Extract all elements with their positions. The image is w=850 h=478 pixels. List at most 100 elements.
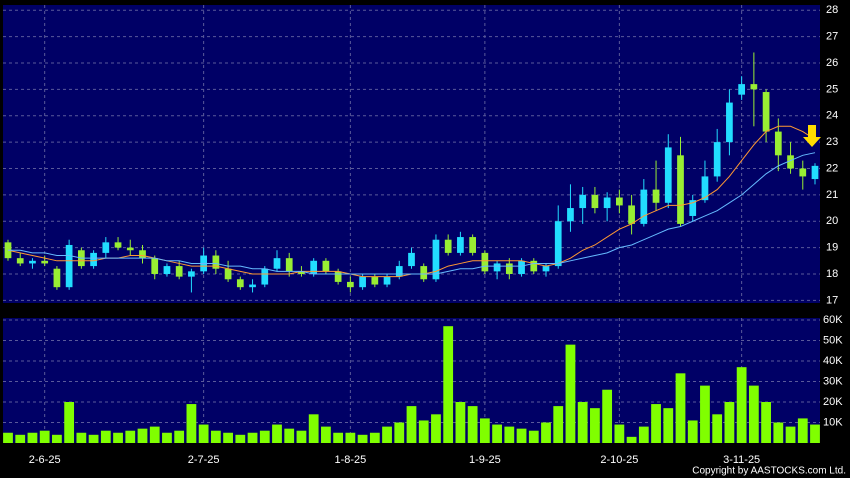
candle-body [420,266,428,280]
volume-bar [333,432,344,443]
candle-body [432,239,440,280]
volume-bar [479,418,490,443]
volume-bar [296,430,307,443]
volume-bar [504,426,515,443]
volume-bar [27,432,38,443]
volume-bar [614,424,625,443]
candle-body [334,271,342,282]
candle-body [16,258,24,264]
candle-body [29,260,36,264]
volume-bar [467,406,478,443]
volume-bar [785,426,796,443]
volume-bar [700,385,710,443]
candle-body [640,189,648,224]
volume-bar [223,432,233,443]
volume-bar [626,436,637,443]
volume-bar [198,424,209,443]
x-tick-label: 3-11-25 [723,454,760,466]
volume-bar [748,385,759,443]
volume-bar [284,428,295,443]
candle-body [126,247,134,251]
x-tick-label: 2-10-25 [600,454,638,466]
volume-bar [651,404,661,443]
volume-bar [418,420,429,443]
candle-body [652,189,660,203]
candle-body [591,194,599,209]
candle-body [53,268,61,288]
volume-bar [675,373,686,443]
y-tick-label: 27 [826,31,838,43]
y-tick-label: 50K [823,334,843,346]
volume-bar [76,432,87,443]
candle-body [310,260,318,274]
candle-body [762,92,770,132]
volume-bar [443,326,454,443]
candle-body [224,268,232,280]
candle-body [41,260,49,264]
y-tick-label: 19 [826,242,838,254]
y-tick-label: 10K [823,416,843,428]
volume-bar [761,402,771,443]
candle-body [322,260,330,272]
volume-bar [162,432,172,443]
x-tick-label: 1-9-25 [469,454,501,466]
candle-body [114,242,122,248]
candle-body [175,266,183,277]
y-tick-label: 17 [826,294,838,306]
candle-body [505,263,513,274]
candle-body [811,165,819,180]
candle-body [713,142,721,177]
candle-body [750,84,758,90]
volume-bar [724,402,735,443]
copyright: Copyright by AASTOCKS.com Ltd. [692,466,846,477]
candle-body [616,197,623,206]
volume-bar [590,408,600,443]
candle-body [787,155,794,169]
volume-bar [64,402,75,443]
volume-bar [663,408,674,443]
candle-body [298,271,305,274]
volume-bar [553,406,564,443]
volume-bar [455,402,466,443]
candle-body [481,252,489,272]
volume-bar [125,430,136,443]
candle-body [236,279,244,288]
candle-body [359,276,366,288]
x-tick-label: 2-6-25 [29,454,61,466]
candle-body [664,147,672,203]
candle-body [188,271,195,277]
volume-bar [100,430,111,443]
candle-body [65,244,73,288]
volume-bar [431,414,441,443]
volume-bar [382,426,392,443]
volume-bar [174,430,185,443]
candle-body [163,266,171,274]
candle-body [408,252,415,267]
volume-bar [357,434,368,443]
volume-bar [492,424,502,443]
y-tick-label: 60K [823,314,843,326]
y-tick-label: 20K [823,396,843,408]
volume-bar [797,418,808,443]
volume-bar [810,424,820,443]
candle-body [689,200,697,216]
candle-body [347,281,354,288]
volume-bar [369,432,380,443]
arrow-icon [803,125,821,147]
y-tick-label: 28 [826,4,838,16]
y-tick-label: 30K [823,375,843,387]
volume-bar [345,432,356,443]
volume-bar [406,406,417,443]
candle-body [395,266,403,277]
candle-body [371,276,379,285]
y-tick-label: 21 [826,189,838,201]
volume-bar [687,420,698,443]
candle-body [212,255,220,269]
y-tick-label: 40K [823,355,843,367]
volume-bar [113,432,123,443]
moving-average-line [8,152,816,275]
candle-body [567,208,574,222]
y-tick-label: 24 [826,110,838,122]
volume-bar [210,430,221,443]
